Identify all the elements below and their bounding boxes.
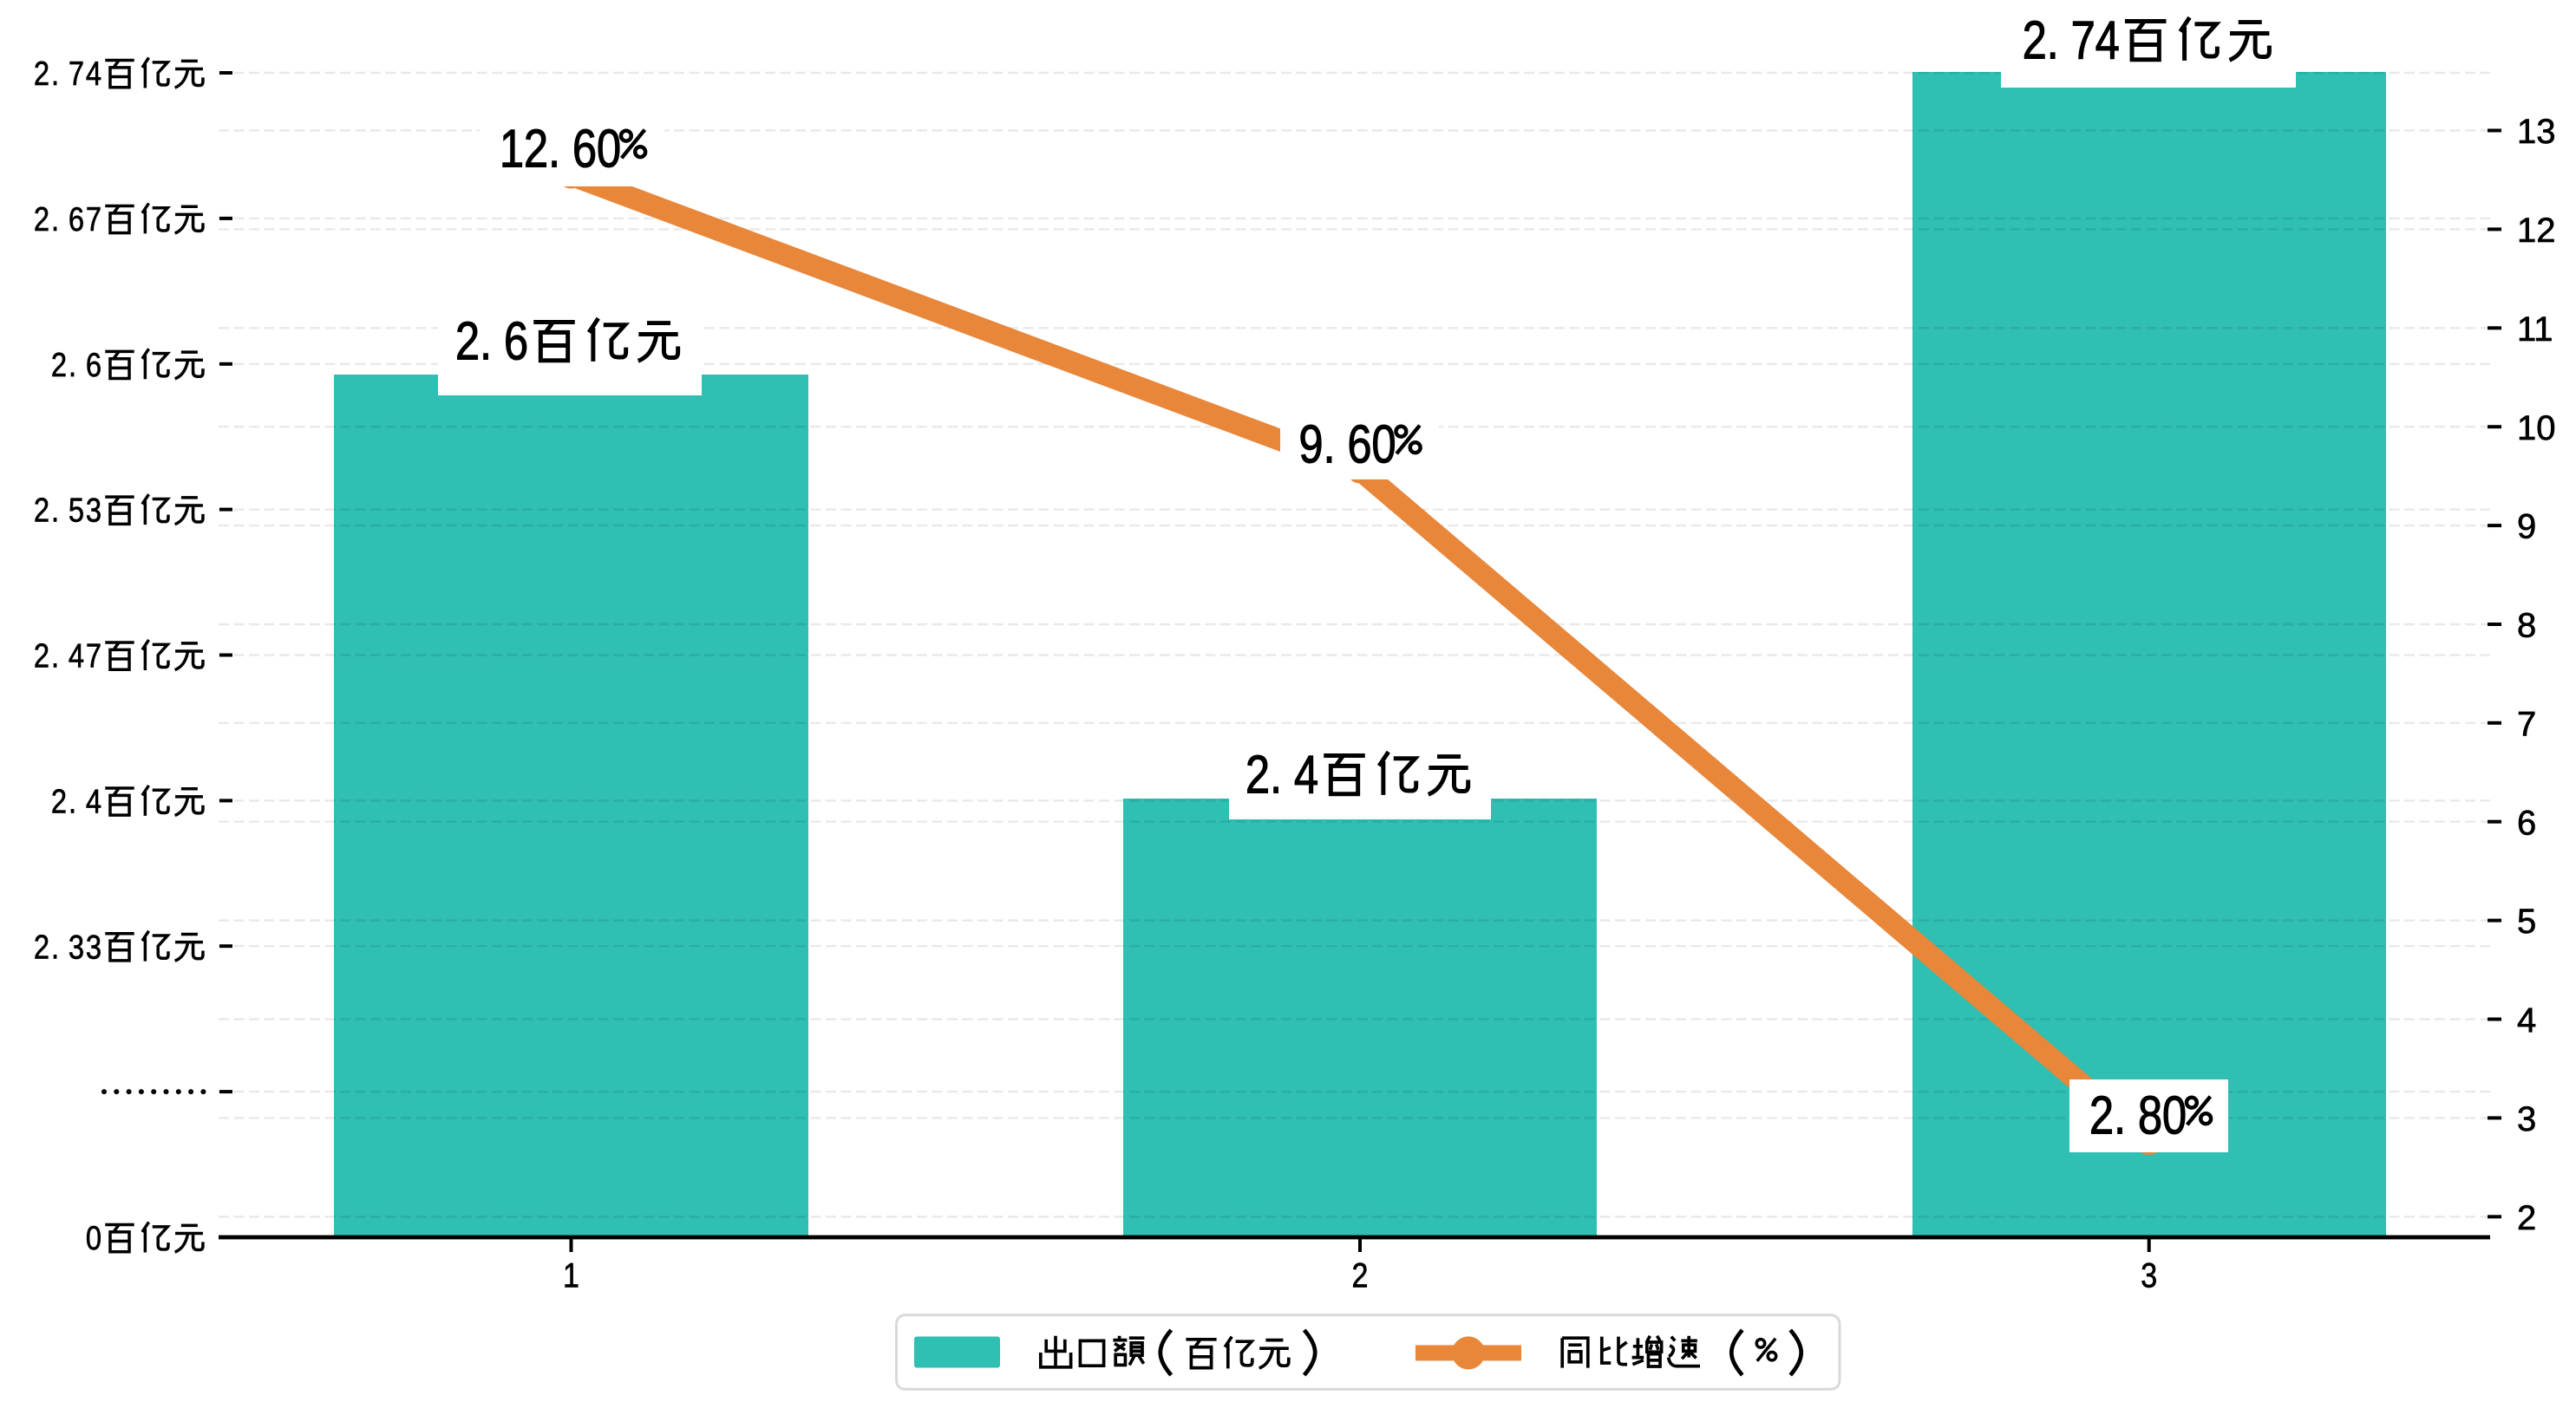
svg-text:5: 5 xyxy=(69,492,84,529)
svg-text:7: 7 xyxy=(86,200,101,238)
svg-text:6: 6 xyxy=(1347,415,1371,475)
svg-text:0: 0 xyxy=(1371,415,1396,475)
svg-text:11: 11 xyxy=(2517,310,2553,349)
svg-text:0: 0 xyxy=(86,1220,101,1257)
svg-text:2: 2 xyxy=(2023,11,2047,71)
svg-text:6: 6 xyxy=(86,346,101,383)
svg-text:6: 6 xyxy=(2517,804,2536,842)
svg-text:2: 2 xyxy=(34,929,49,966)
svg-text:.: . xyxy=(51,637,59,675)
svg-text:9: 9 xyxy=(2517,508,2536,546)
svg-text:2: 2 xyxy=(51,346,67,383)
svg-text:0: 0 xyxy=(2162,1086,2187,1146)
svg-text:8: 8 xyxy=(2138,1086,2162,1146)
svg-text:6: 6 xyxy=(572,120,597,179)
svg-text:.: . xyxy=(1323,415,1335,475)
svg-text:3: 3 xyxy=(86,492,101,529)
svg-text:.: . xyxy=(1270,746,1282,805)
svg-text:12: 12 xyxy=(2517,212,2556,250)
svg-text:.: . xyxy=(2047,11,2059,71)
svg-text:.: . xyxy=(69,346,76,383)
svg-text:4: 4 xyxy=(2095,11,2120,71)
svg-text:3: 3 xyxy=(69,929,84,966)
svg-text:4: 4 xyxy=(69,637,84,675)
svg-text:0: 0 xyxy=(597,120,621,179)
svg-text:2: 2 xyxy=(34,637,49,675)
svg-text:2: 2 xyxy=(34,200,49,238)
svg-text:10: 10 xyxy=(2517,409,2556,447)
svg-text:.: . xyxy=(69,783,76,820)
svg-text:2: 2 xyxy=(455,312,480,372)
svg-text:4: 4 xyxy=(2517,1001,2536,1040)
svg-text:7: 7 xyxy=(86,637,101,675)
svg-text:2: 2 xyxy=(1246,746,1270,805)
svg-text:3: 3 xyxy=(2141,1255,2157,1294)
svg-text:5: 5 xyxy=(2517,903,2536,941)
svg-text:6: 6 xyxy=(504,312,528,372)
svg-text:2: 2 xyxy=(34,492,49,529)
svg-text:2: 2 xyxy=(51,783,67,820)
svg-text:.: . xyxy=(51,492,59,529)
svg-text:.: . xyxy=(548,120,560,179)
svg-text:1: 1 xyxy=(563,1255,579,1294)
svg-text:4: 4 xyxy=(86,783,101,820)
svg-text:2: 2 xyxy=(1352,1255,1369,1294)
svg-text:.: . xyxy=(480,312,492,372)
svg-text:9: 9 xyxy=(1298,415,1323,475)
svg-text:.: . xyxy=(51,200,59,238)
svg-text:.: . xyxy=(2114,1086,2126,1146)
svg-text:3: 3 xyxy=(86,929,101,966)
svg-text:1: 1 xyxy=(500,120,524,179)
svg-text:7: 7 xyxy=(2517,705,2536,743)
svg-text:7: 7 xyxy=(2071,11,2095,71)
svg-text:7: 7 xyxy=(69,55,84,93)
svg-text:6: 6 xyxy=(69,200,84,238)
svg-text:.: . xyxy=(51,929,59,966)
svg-text:2: 2 xyxy=(524,120,548,179)
svg-text:4: 4 xyxy=(86,55,101,93)
svg-text:2: 2 xyxy=(2517,1199,2536,1237)
svg-text:4: 4 xyxy=(1294,746,1318,805)
svg-text:.: . xyxy=(51,55,59,93)
svg-text:13: 13 xyxy=(2517,113,2556,151)
svg-text:8: 8 xyxy=(2517,607,2536,645)
svg-text:2: 2 xyxy=(2089,1086,2114,1146)
svg-text:3: 3 xyxy=(2517,1100,2536,1138)
svg-text:2: 2 xyxy=(34,55,49,93)
